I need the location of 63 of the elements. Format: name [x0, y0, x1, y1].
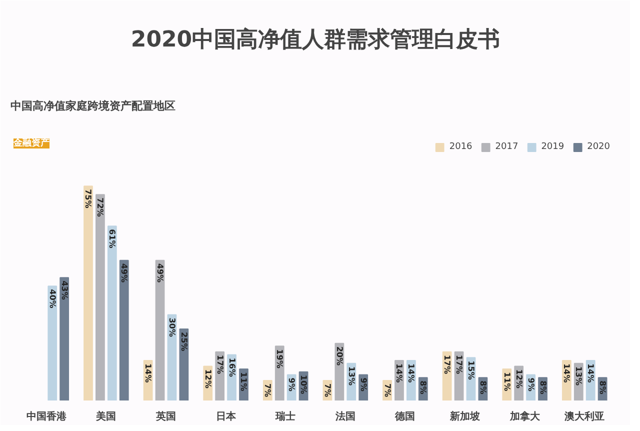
data-label: 25% [179, 332, 188, 352]
x-tick-label: 英国 [154, 410, 176, 422]
data-label: 14% [394, 363, 404, 383]
data-label: 17% [215, 354, 224, 374]
data-label: 7% [322, 383, 332, 398]
data-label: 13% [346, 366, 356, 386]
x-tick-label: 澳大利亚 [564, 410, 605, 422]
bar [48, 286, 58, 400]
bar [107, 226, 117, 400]
data-label: 15% [466, 360, 476, 380]
x-tick-label: 瑞士 [274, 410, 296, 422]
data-label: 14% [562, 363, 572, 383]
data-label: 9% [287, 378, 296, 392]
data-label: 14% [586, 363, 596, 383]
legend-label: 2019 [541, 142, 564, 152]
data-label: 8% [598, 380, 608, 394]
data-label: 40% [48, 289, 57, 308]
data-label: 17% [454, 354, 464, 374]
data-label: 7% [263, 383, 272, 398]
data-label: 8% [418, 380, 428, 394]
data-label: 43% [60, 280, 69, 300]
data-label: 16% [227, 358, 236, 377]
bar [155, 260, 165, 400]
data-label: 9% [358, 378, 368, 392]
x-tick-label: 中国香港 [26, 410, 68, 422]
bar [119, 260, 129, 400]
data-label: 12% [203, 369, 212, 388]
text: 金融资产 [12, 138, 50, 148]
data-label: 10% [299, 374, 308, 394]
x-tick-label: 新加坡 [449, 410, 482, 422]
data-label: 72% [96, 198, 105, 217]
data-label: 14% [406, 363, 416, 383]
data-label: 8% [538, 380, 548, 394]
data-label: 61% [108, 229, 117, 248]
data-label: 49% [120, 263, 129, 283]
data-label: 30% [167, 318, 176, 337]
data-label: 9% [526, 378, 536, 392]
bar [96, 194, 105, 400]
data-label: 49% [156, 263, 165, 283]
x-tick-label: 加拿大 [508, 410, 541, 422]
data-label: 12% [514, 369, 524, 388]
data-label: 19% [275, 349, 284, 368]
legend-label: 2016 [449, 142, 472, 152]
bar [179, 328, 189, 400]
data-label: 11% [239, 372, 248, 392]
bar [84, 186, 93, 400]
data-label: 11% [502, 372, 512, 392]
data-label: 8% [478, 380, 488, 394]
chart-title: 2020中国高净值人群需求管理白皮书 [130, 26, 500, 52]
data-label: 14% [144, 363, 153, 383]
data-label: 20% [334, 346, 344, 366]
legend-label: 2017 [495, 142, 518, 152]
x-tick-label: 日本 [216, 410, 237, 422]
legend-label: 2020 [587, 142, 610, 152]
data-label: 7% [382, 383, 392, 398]
data-label: 13% [574, 366, 584, 386]
x-tick-label: 德国 [394, 410, 416, 422]
chart-subtitle: 中国高净值家庭跨境资产配置地区 [10, 100, 176, 112]
bar [60, 277, 70, 400]
x-tick-label: 法国 [334, 410, 356, 422]
data-label: 75% [84, 189, 93, 208]
data-label: 17% [442, 354, 452, 374]
x-tick-label: 美国 [95, 410, 116, 422]
